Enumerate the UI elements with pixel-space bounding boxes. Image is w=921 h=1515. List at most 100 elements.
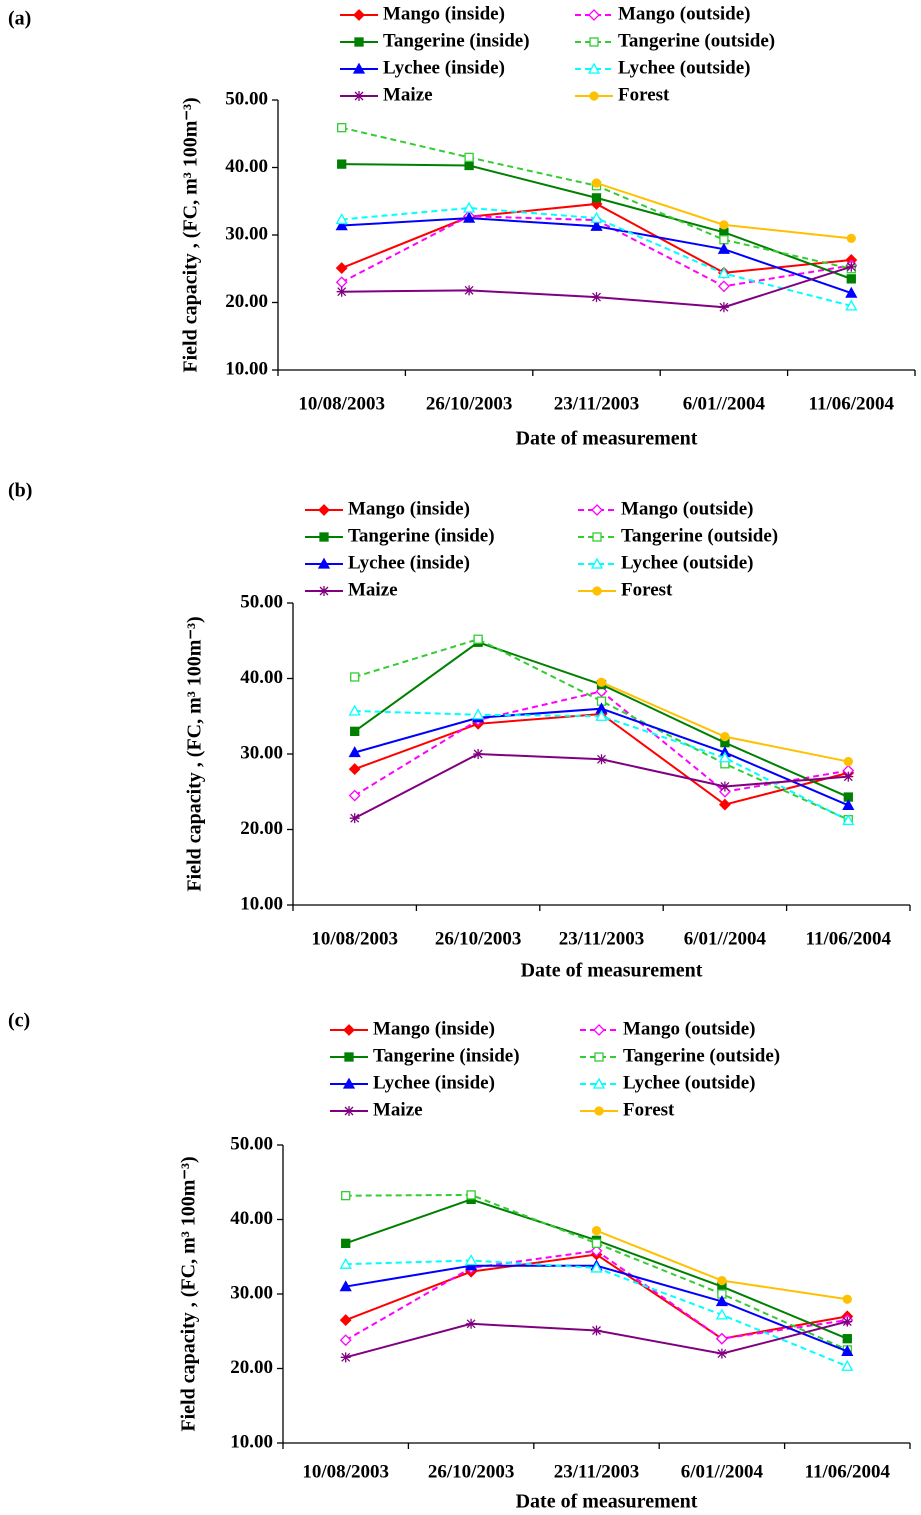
marker: [319, 505, 329, 515]
marker: [844, 758, 852, 766]
x-tick-label: 26/10/2003: [428, 1461, 515, 1482]
y-tick-label: 30.00: [240, 742, 283, 763]
y-tick-label: 20.00: [225, 291, 268, 312]
y-tick-label: 30.00: [225, 223, 268, 244]
marker: [344, 1025, 354, 1035]
y-tick-label: 10.00: [225, 358, 268, 379]
legend-label: Maize: [383, 84, 433, 105]
marker: [465, 153, 473, 161]
series-line: [346, 1260, 848, 1366]
x-tick-label: 10/08/2003: [311, 928, 398, 949]
marker: [355, 38, 363, 46]
marker: [592, 505, 602, 515]
marker: [319, 586, 329, 596]
page: (a) 10.00 20.00 30.00 40.00 50.00 10/08/2003 26…: [0, 0, 921, 1515]
marker: [466, 1319, 476, 1329]
marker: [590, 92, 598, 100]
legend-label: Mango (inside): [383, 3, 505, 24]
x-tick-label: 23/11/2003: [554, 393, 640, 414]
y-tick-label: 50.00: [240, 591, 283, 612]
x-axis-title: Date of measurement: [521, 960, 703, 982]
marker: [473, 749, 483, 759]
legend-label: Mango (outside): [621, 498, 753, 519]
y-tick-label: 30.00: [230, 1282, 273, 1303]
legend-label: Forest: [623, 1099, 675, 1120]
marker: [847, 234, 855, 242]
y-tick-label: 50.00: [230, 1133, 273, 1154]
marker: [720, 221, 728, 229]
legend-label: Mango (outside): [618, 3, 750, 24]
marker: [338, 124, 346, 132]
y-axis-title: Field capacity , (FC, m³ 100m⁻³): [180, 97, 202, 372]
marker: [592, 292, 602, 302]
marker: [467, 1191, 475, 1199]
x-tick-label: 11/06/2004: [809, 393, 895, 414]
legend-label: Tangerine (outside): [621, 525, 778, 546]
legend-label: Forest: [621, 579, 673, 600]
x-tick-label: 6/01//2004: [684, 928, 767, 949]
marker: [350, 813, 360, 823]
marker: [338, 160, 346, 168]
marker: [717, 1349, 727, 1359]
marker: [342, 1192, 350, 1200]
panel-label: (c): [8, 1010, 30, 1032]
legend-label: Mango (inside): [373, 1018, 495, 1039]
marker: [842, 1361, 852, 1370]
marker: [350, 791, 360, 801]
legend-label: Tangerine (inside): [348, 525, 495, 546]
y-axis-title: Field capacity , (FC, m³ 100m⁻³): [184, 616, 206, 891]
legend-label: Mango (outside): [623, 1018, 755, 1039]
marker: [464, 285, 474, 295]
marker: [350, 764, 360, 774]
x-tick-label: 26/10/2003: [435, 928, 522, 949]
marker: [597, 754, 607, 764]
legend-label: Lychee (inside): [373, 1072, 495, 1093]
marker: [598, 678, 606, 686]
marker: [337, 277, 347, 287]
legend-label: Tangerine (outside): [618, 30, 775, 51]
panel-label: (a): [8, 8, 31, 30]
marker: [351, 673, 359, 681]
x-tick-label: 6/01//2004: [683, 393, 766, 414]
y-tick-label: 20.00: [240, 818, 283, 839]
legend-label: Maize: [373, 1099, 423, 1120]
marker: [593, 1239, 601, 1247]
marker: [354, 10, 364, 20]
legend-label: Tangerine (inside): [373, 1045, 520, 1066]
marker: [341, 1335, 351, 1345]
marker: [320, 533, 328, 541]
y-tick-label: 10.00: [230, 1431, 273, 1452]
marker: [595, 1053, 603, 1061]
x-axis-title: Date of measurement: [516, 1491, 698, 1513]
marker: [846, 262, 856, 272]
legend-label: Maize: [348, 579, 398, 600]
y-tick-label: 50.00: [225, 88, 268, 109]
marker: [593, 533, 601, 541]
y-tick-label: 40.00: [225, 156, 268, 177]
legend-label: Lychee (inside): [348, 552, 470, 573]
marker: [593, 1227, 601, 1235]
marker: [474, 635, 482, 643]
marker: [589, 10, 599, 20]
marker: [465, 161, 473, 169]
marker: [341, 1315, 351, 1325]
marker: [719, 302, 729, 312]
marker: [721, 733, 729, 741]
legend-label: Mango (inside): [348, 498, 470, 519]
chart: (a)10.0020.0030.0040.0050.0010/08/200326…: [8, 3, 915, 449]
marker: [592, 1326, 602, 1336]
marker: [843, 1295, 851, 1303]
marker: [719, 281, 729, 291]
legend-label: Lychee (outside): [618, 57, 750, 78]
y-tick-label: 10.00: [240, 893, 283, 914]
y-tick-label: 40.00: [230, 1208, 273, 1229]
marker: [342, 1239, 350, 1247]
marker: [345, 1053, 353, 1061]
x-tick-label: 26/10/2003: [426, 393, 513, 414]
marker: [720, 236, 728, 244]
marker: [344, 1106, 354, 1116]
legend-label: Forest: [618, 84, 670, 105]
x-tick-label: 23/11/2003: [559, 928, 645, 949]
